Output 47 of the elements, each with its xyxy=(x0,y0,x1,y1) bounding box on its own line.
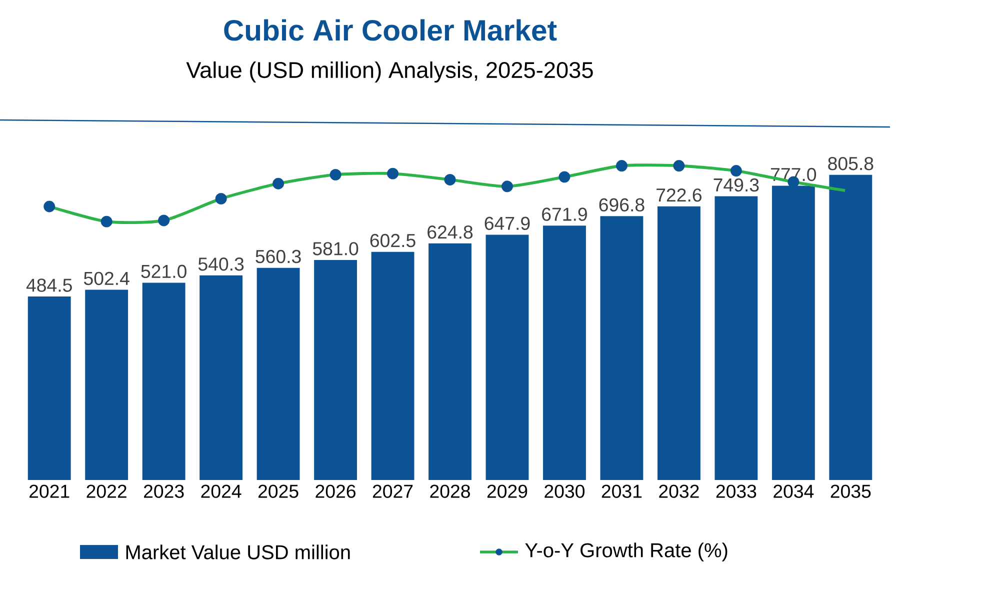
bar xyxy=(371,252,414,480)
bar xyxy=(543,226,586,480)
data-label: 602.5 xyxy=(370,234,416,248)
x-tick-label: 2023 xyxy=(144,484,184,498)
data-label: 805.8 xyxy=(828,156,874,170)
x-tick-label: 2022 xyxy=(86,484,126,498)
data-label: 671.9 xyxy=(542,208,587,221)
x-tick-label: 2031 xyxy=(602,484,642,498)
data-label: 722.6 xyxy=(656,188,702,202)
x-tick-label: 2021 xyxy=(30,484,70,498)
x-tick-label: 2034 xyxy=(774,484,814,498)
bar xyxy=(200,275,243,480)
legend-label: Market Value USD million xyxy=(126,544,350,560)
data-label: 560.3 xyxy=(256,250,301,264)
bar xyxy=(314,260,357,480)
data-label: 502.4 xyxy=(84,272,130,286)
chart-subtitle: Value (USD million) Analysis, 2025-2035 xyxy=(186,61,593,83)
bar xyxy=(428,243,472,480)
data-label: 521.0 xyxy=(141,264,186,278)
bar xyxy=(829,174,872,480)
data-label: 696.8 xyxy=(599,198,644,212)
data-label: 540.3 xyxy=(198,257,244,271)
bar xyxy=(85,290,128,480)
bar xyxy=(142,282,186,480)
bar xyxy=(486,234,529,480)
data-label: 581.0 xyxy=(312,242,358,256)
x-tick-label: 2035 xyxy=(830,484,871,498)
bar xyxy=(600,216,644,480)
x-tick-label: 2028 xyxy=(430,484,470,498)
bar xyxy=(714,196,758,480)
bar xyxy=(256,268,300,480)
x-tick-label: 2033 xyxy=(716,484,756,498)
x-tick-label: 2030 xyxy=(544,484,585,498)
data-label: 624.8 xyxy=(428,225,473,239)
x-tick-label: 2029 xyxy=(487,484,528,498)
x-tick-label: 2032 xyxy=(659,484,699,498)
bar xyxy=(657,206,700,480)
data-label: 484.5 xyxy=(26,278,72,292)
legend-label: Y-o-Y Growth Rate (%) xyxy=(525,542,728,562)
chart-title: Cubic Air Cooler Market xyxy=(224,19,557,41)
data-label: 647.9 xyxy=(484,216,530,230)
bar xyxy=(28,296,71,480)
x-tick-label: 2026 xyxy=(316,484,356,498)
x-tick-label: 2027 xyxy=(372,484,413,498)
x-tick-label: 2024 xyxy=(201,484,242,498)
x-tick-label: 2025 xyxy=(258,484,298,498)
data-label: 749.3 xyxy=(714,178,759,192)
